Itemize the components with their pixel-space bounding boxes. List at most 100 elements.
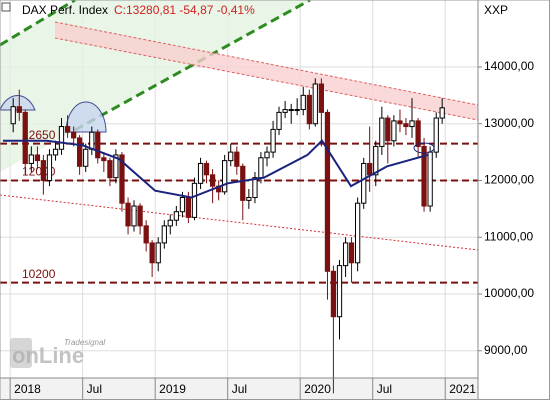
candle-body: [119, 154, 125, 204]
green-trendline: [0, 0, 76, 47]
candle-body: [312, 83, 318, 125]
candle-body: [101, 157, 107, 162]
candle-body: [246, 197, 252, 201]
candle-body: [385, 117, 391, 142]
candle-body: [427, 151, 433, 207]
candle-body: [379, 117, 385, 147]
y-tick-label: 9000,00: [484, 343, 528, 357]
watermark: Tradesignal: [64, 338, 105, 347]
candle-body: [113, 154, 119, 179]
y-tick-label: 12000,00: [484, 173, 534, 187]
y-tick-label: 10000,00: [484, 286, 534, 300]
candle-body: [264, 151, 270, 159]
candle-body: [209, 174, 216, 187]
candle-body: [89, 131, 95, 150]
chart-title: DAX Perf. Index: [22, 3, 108, 17]
moving-average: [2, 139, 429, 199]
candle-body: [391, 120, 397, 142]
candle-body: [95, 131, 101, 159]
candle-body: [348, 242, 355, 264]
candle-body: [22, 111, 28, 164]
x-tick-label: 2019: [159, 382, 186, 396]
candle-body: [143, 225, 149, 244]
level-label: 10200: [22, 267, 56, 281]
candle-body: [336, 265, 343, 318]
watermark-brand: onLine: [12, 343, 84, 368]
candle-body: [421, 145, 427, 207]
x-tick-label: Jul: [377, 382, 392, 396]
candle-body: [167, 219, 173, 227]
y-axis-band: [478, 0, 550, 400]
candle-body: [155, 242, 161, 264]
candle-body: [34, 154, 41, 162]
red-channel: [55, 22, 478, 120]
candle-body: [203, 162, 210, 176]
candle-body: [222, 160, 228, 193]
x-tick-label: 2021: [449, 382, 476, 396]
x-tick-label: Jul: [232, 382, 247, 396]
candle-body: [439, 107, 445, 119]
y-tick-label: 11000,00: [484, 229, 533, 243]
candle-body: [149, 242, 155, 264]
candle-body: [270, 128, 276, 153]
red-trendline: [54, 21, 479, 106]
candle-body: [252, 177, 258, 199]
candle-body: [52, 148, 59, 156]
candle-body: [361, 162, 367, 204]
candle-body: [415, 120, 421, 147]
candle-body: [373, 145, 379, 176]
candle-body: [71, 131, 77, 139]
candle-body: [258, 157, 264, 179]
candle-body: [403, 123, 409, 128]
candle-body: [179, 197, 186, 213]
x-axis-band: [0, 378, 478, 400]
candle-body: [64, 126, 71, 133]
candle-body: [161, 225, 167, 244]
candle-body: [125, 202, 131, 227]
candle-body: [10, 106, 16, 125]
red-support-line: [0, 194, 479, 251]
candle-body: [300, 94, 306, 111]
candle-body: [288, 109, 294, 112]
y-tick-label: 14000,00: [484, 59, 534, 73]
candle-body: [367, 162, 373, 176]
candle-body: [234, 151, 240, 167]
candle-body: [28, 154, 34, 164]
y-tick-label: 13000,00: [484, 116, 534, 130]
candle-body: [58, 126, 65, 150]
green-channel: [0, 0, 310, 172]
candle-body: [294, 109, 300, 112]
checkbox[interactable]: [1, 2, 11, 12]
quote: C:13280,81 -54,87 -0,41%: [114, 3, 255, 17]
candle-body: [240, 165, 246, 201]
candle-body: [318, 83, 325, 113]
axis-title: XXP: [484, 3, 508, 17]
candle-body: [173, 211, 179, 221]
logo-box: [10, 338, 32, 368]
x-tick-label: 2018: [14, 382, 41, 396]
x-tick-label: Jul: [87, 382, 102, 396]
candle-body: [324, 111, 331, 272]
candle-body: [76, 137, 83, 167]
plot: [2, 78, 445, 394]
candle-body: [191, 182, 198, 218]
candle-body: [83, 148, 89, 167]
x-tick-label: 2020: [304, 382, 331, 396]
candle-body: [276, 111, 282, 130]
candle-body: [40, 160, 46, 181]
candle-body: [282, 109, 288, 113]
candle-body: [131, 205, 137, 227]
candle-body: [397, 120, 403, 125]
red-trendline: [54, 37, 479, 121]
candle-body: [197, 162, 204, 184]
candle-body: [107, 160, 113, 179]
candle-body: [228, 151, 234, 162]
candle-body: [185, 197, 192, 218]
candle-body: [354, 202, 361, 264]
candle-body: [46, 154, 53, 181]
candle-body: [306, 94, 312, 125]
candle-body: [16, 106, 22, 113]
ellipse-marker: [413, 142, 435, 154]
